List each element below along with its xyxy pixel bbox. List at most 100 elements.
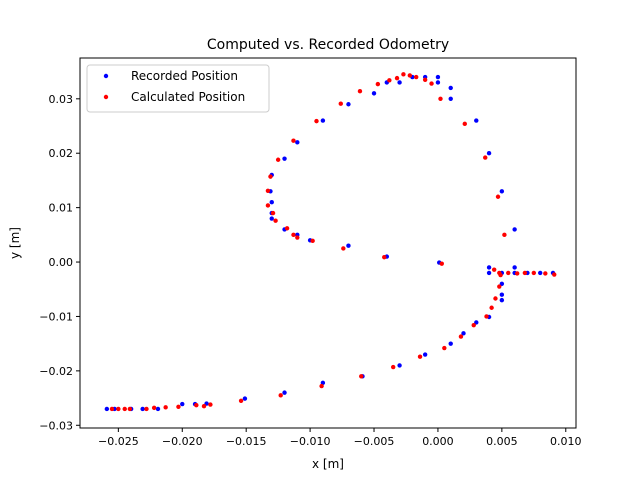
recorded-point: [512, 265, 517, 270]
calculated-point: [439, 261, 444, 266]
calculated-point: [314, 118, 319, 124]
calculated-point: [387, 78, 392, 83]
y-axis-label: y [m]: [8, 227, 22, 259]
recorded-point: [397, 80, 402, 85]
calculated-point: [270, 210, 276, 216]
recorded-point: [435, 74, 441, 80]
y-tick-label: −0.02: [39, 365, 73, 378]
y-tick-label: −0.01: [39, 310, 73, 323]
y-tick-label: 0.03: [49, 93, 74, 106]
recorded-point: [269, 216, 274, 221]
recorded-point: [180, 401, 185, 407]
calculated-point: [489, 305, 494, 310]
calculated-point: [531, 270, 537, 276]
recorded-point: [538, 270, 543, 276]
recorded-point: [486, 151, 492, 156]
recorded-point: [435, 80, 441, 85]
calculated-point: [151, 405, 157, 411]
calculated-point: [382, 254, 387, 260]
calculated-point: [495, 194, 501, 199]
chart-title: Computed vs. Recorded Odometry: [207, 37, 449, 53]
calculated-point: [407, 73, 413, 78]
recorded-point: [499, 292, 505, 297]
x-axis: −0.025 −0.020 −0.015 −0.010 −0.005 0.000 0.005…: [98, 428, 582, 448]
calculated-point: [552, 272, 557, 277]
recorded-point: [499, 297, 505, 303]
calculated-point: [522, 270, 528, 276]
recorded-point: [346, 102, 351, 107]
calculated-point: [275, 157, 281, 162]
calculated-point: [375, 81, 381, 87]
recorded-point: [269, 199, 274, 205]
legend: Recorded Position Calculated Position: [86, 64, 270, 113]
legend-marker-calculated: [103, 94, 109, 100]
series-calculated-position: [109, 72, 557, 412]
recorded-point: [282, 390, 287, 395]
calculated-point: [359, 374, 364, 379]
calculated-point: [502, 232, 507, 238]
y-tick-label: −0.03: [39, 419, 73, 432]
recorded-point: [486, 265, 492, 270]
data-points: [104, 72, 557, 412]
x-tick-label: 0.000: [422, 435, 454, 448]
calculated-point: [291, 232, 296, 238]
calculated-point: [422, 77, 428, 82]
calculated-point: [514, 271, 520, 276]
calculated-point: [401, 72, 406, 77]
recorded-point: [512, 227, 517, 232]
calculated-point: [506, 270, 511, 276]
calculated-point: [284, 226, 290, 231]
calculated-point: [390, 364, 396, 370]
y-tick-label: 0.02: [49, 147, 74, 160]
calculated-point: [394, 75, 400, 81]
recorded-point: [448, 85, 453, 91]
calculated-point: [109, 406, 115, 412]
calculated-point: [265, 203, 271, 208]
legend-label-calculated: Calculated Position: [131, 90, 245, 104]
y-tick-label: 0.01: [49, 202, 74, 215]
recorded-point: [282, 156, 287, 161]
recorded-point: [486, 270, 492, 276]
plot-frame: [79, 57, 577, 429]
calculated-point: [438, 96, 443, 102]
calculated-point: [238, 398, 244, 403]
calculated-point: [295, 235, 300, 240]
calculated-point: [338, 101, 343, 106]
calculated-point: [417, 354, 423, 359]
x-axis-label: x [m]: [312, 457, 344, 471]
calculated-point: [163, 405, 168, 410]
x-tick-label: 0.010: [550, 435, 582, 448]
calculated-point: [176, 404, 181, 409]
recorded-point: [295, 140, 300, 145]
recorded-point: [320, 118, 326, 123]
legend-marker-recorded: [103, 73, 109, 79]
recorded-point: [242, 396, 248, 401]
calculated-point: [273, 218, 278, 223]
calculated-point: [319, 383, 324, 389]
calculated-point: [429, 81, 434, 86]
calculated-point: [341, 246, 346, 251]
calculated-point: [442, 345, 447, 351]
x-tick-label: −0.025: [98, 435, 139, 448]
x-tick-label: −0.010: [290, 435, 331, 448]
calculated-point: [208, 402, 213, 407]
calculated-point: [414, 74, 419, 80]
recorded-point: [155, 406, 161, 412]
calculated-point: [491, 267, 497, 272]
y-axis: −0.03 −0.02 −0.01 0.00 0.01 0.02 0.03: [39, 93, 80, 432]
calculated-point: [462, 121, 467, 127]
calculated-point: [265, 188, 271, 193]
calculated-point: [483, 155, 488, 160]
calculated-point: [497, 284, 502, 289]
calculated-point: [291, 138, 296, 143]
calculated-point: [194, 402, 199, 408]
legend-label-recorded: Recorded Position: [131, 69, 238, 83]
calculated-point: [493, 296, 498, 301]
calculated-point: [144, 406, 149, 412]
x-tick-label: −0.005: [354, 435, 395, 448]
recorded-point: [397, 363, 402, 368]
recorded-point: [499, 189, 505, 194]
recorded-point: [461, 331, 466, 336]
recorded-point: [140, 406, 145, 412]
